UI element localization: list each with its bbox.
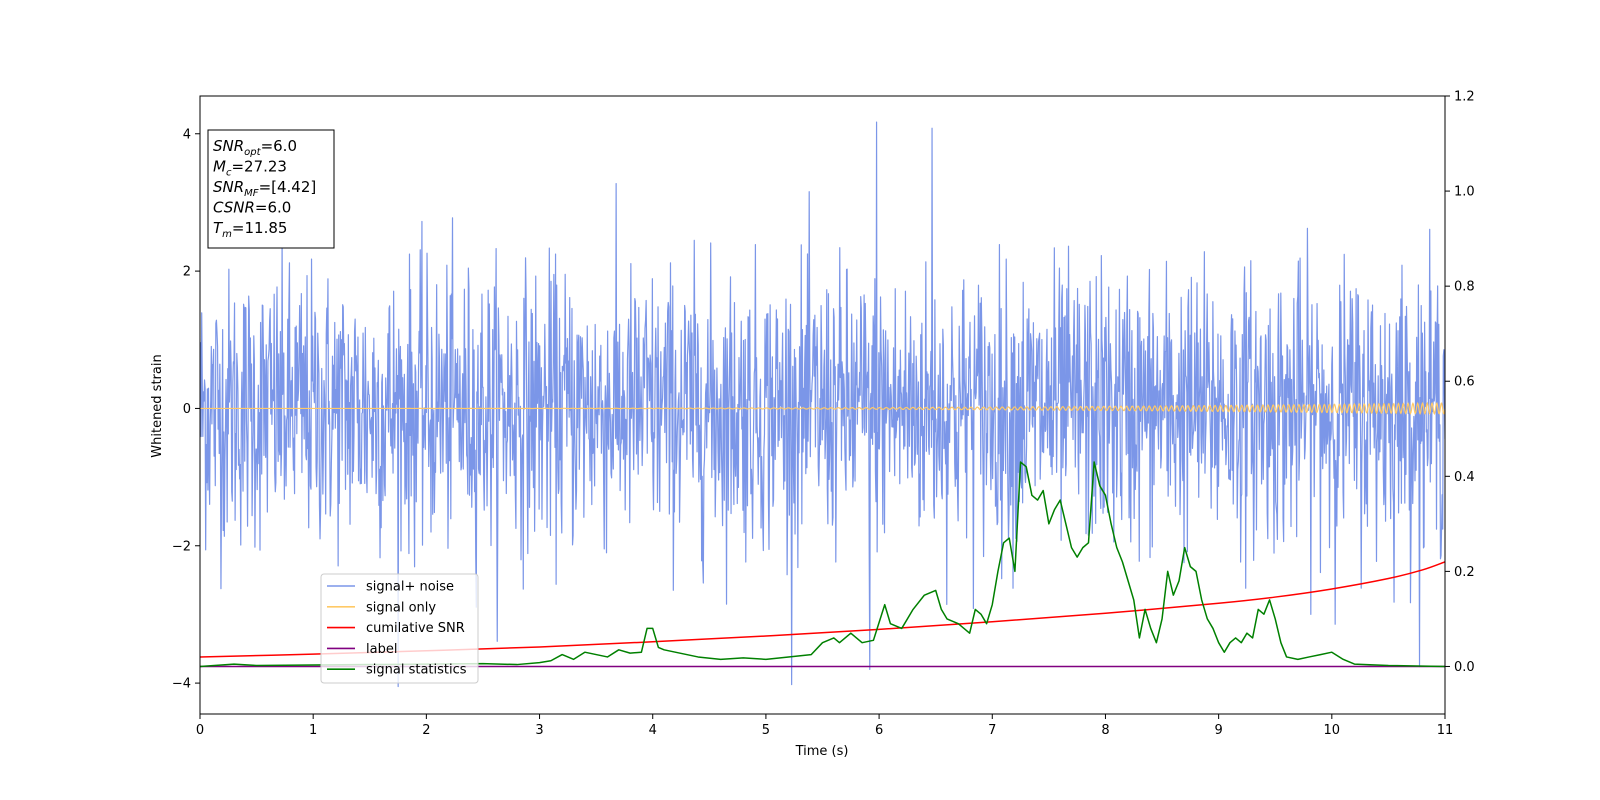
y2-tick-label: 1.0: [1454, 185, 1475, 200]
info-box: SNRopt=6.0Mc=27.23SNRMF=[4.42]CSNR=6.0Tm…: [207, 129, 335, 249]
legend-label: signal only: [366, 600, 436, 615]
info-var: SNR: [213, 178, 244, 196]
y2-tick-label: 0.8: [1454, 280, 1475, 295]
x-tick-label: 8: [1101, 723, 1109, 738]
info-sub: c: [226, 168, 232, 179]
legend-frame: [320, 573, 479, 684]
y-tick-label: −4: [172, 677, 191, 692]
y2-tick-label: 0.4: [1454, 470, 1475, 485]
info-line: Mc=27.23: [213, 158, 287, 179]
plot-frame: [199, 95, 1446, 715]
x-tick-label: 2: [422, 723, 430, 738]
x-tick-label: 10: [1324, 723, 1341, 738]
y2-tick-label: 1.2: [1454, 90, 1475, 105]
info-var: T: [213, 219, 224, 237]
y-tick-label: 2: [183, 265, 191, 280]
y-axis-label: Whitened strain: [150, 354, 165, 457]
legend-item: label: [327, 642, 397, 657]
legend: signal+ noise signal only cumilative SNR la…: [320, 573, 479, 684]
info-line: CSNR=6.0: [213, 199, 291, 217]
info-var: CSNR: [213, 199, 255, 217]
info-value: =6.0: [255, 199, 291, 217]
y-tick-label: 0: [183, 402, 191, 417]
legend-label: signal+ noise: [366, 580, 454, 595]
x-tick-label: 1: [309, 723, 317, 738]
x-axis: 0 1 2 3 4 5 6 7 8 9 10 11: [196, 714, 1453, 738]
info-value: =[4.42]: [259, 178, 317, 196]
y-tick-label: 4: [183, 127, 191, 142]
x-tick-label: 0: [196, 723, 204, 738]
x-tick-label: 6: [875, 723, 883, 738]
x-tick-label: 4: [649, 723, 657, 738]
info-sub: opt: [244, 147, 261, 158]
legend-label: signal statistics: [366, 663, 467, 678]
info-line: SNRopt=6.0: [213, 137, 297, 158]
x-tick-label: 3: [535, 723, 543, 738]
x-tick-label: 11: [1437, 723, 1454, 738]
y-axis-right: 0.0 0.2 0.4 0.6 0.8 1.0 1.2: [1445, 90, 1475, 675]
x-tick-label: 7: [988, 723, 996, 738]
info-line: SNRMF=[4.42]: [213, 178, 316, 199]
legend-label: cumilative SNR: [366, 621, 465, 636]
y2-tick-label: 0.6: [1454, 375, 1475, 390]
series-signal-statistics: [200, 461, 1445, 668]
info-line: Tm=11.85: [213, 219, 287, 240]
x-axis-label: Time (s): [795, 744, 849, 759]
y-tick-label: −2: [172, 539, 191, 554]
legend-item: cumilative SNR: [327, 621, 465, 636]
info-var: SNR: [213, 137, 244, 155]
info-sub: MF: [244, 188, 259, 199]
info-value: =11.85: [232, 219, 288, 237]
x-tick-label: 9: [1214, 723, 1222, 738]
legend-item: signal+ noise: [327, 580, 454, 595]
series-signal-plus-noise: [200, 121, 1445, 688]
legend-item: signal only: [327, 600, 436, 615]
x-tick-label: 5: [762, 723, 770, 738]
legend-label: label: [366, 642, 397, 657]
legend-item: signal statistics: [327, 663, 467, 678]
info-value: =27.23: [231, 158, 287, 176]
y2-tick-label: 0.2: [1454, 565, 1475, 580]
info-value: =6.0: [261, 137, 297, 155]
info-box-frame: [207, 129, 335, 249]
y-axis-left: −4 −2 0 2 4: [172, 127, 200, 692]
series-signal-only: [200, 401, 1445, 416]
y2-tick-label: 0.0: [1454, 660, 1475, 675]
info-var: M: [213, 158, 226, 176]
info-sub: m: [222, 229, 232, 240]
